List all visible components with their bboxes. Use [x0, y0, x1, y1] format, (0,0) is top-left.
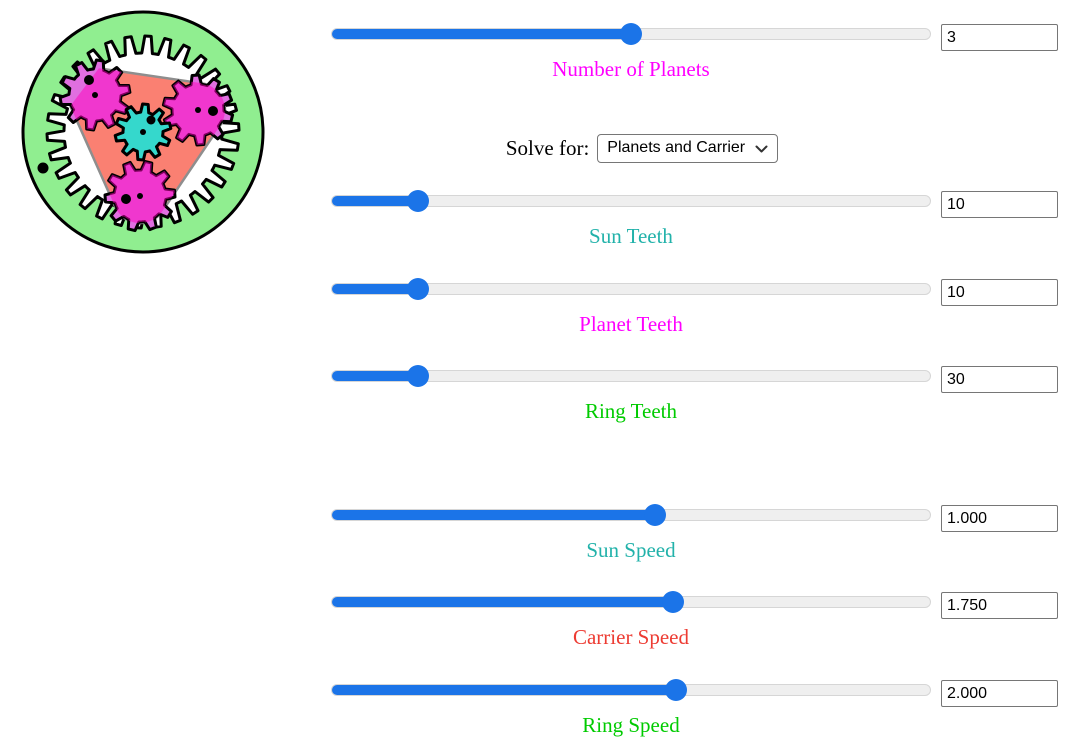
slider-track[interactable]: [331, 509, 931, 521]
slider-fill: [332, 371, 419, 381]
sun-speed-row: Sun Speed: [331, 503, 1061, 573]
solve-for-selected-value: Planets and Carrier: [607, 139, 746, 156]
slider-track[interactable]: [331, 370, 931, 382]
carrier-speed-input[interactable]: [941, 592, 1058, 619]
carrier-speed-slider[interactable]: [331, 590, 931, 614]
slider-fill: [332, 196, 419, 206]
solve-for-label: Solve for:: [505, 135, 590, 160]
ring-teeth-row: Ring Teeth: [331, 364, 1061, 434]
solve-for-row: Solve for: Planets and Carrier: [331, 131, 931, 165]
slider-thumb[interactable]: [620, 23, 642, 45]
sun-speed-label: Sun Speed: [586, 538, 676, 562]
slider-thumb[interactable]: [644, 504, 666, 526]
number-of-planets-slider[interactable]: [331, 22, 931, 46]
slider-fill: [332, 510, 655, 520]
slider-thumb[interactable]: [407, 278, 429, 300]
slider-thumb[interactable]: [407, 190, 429, 212]
slider-track[interactable]: [331, 195, 931, 207]
number-of-planets-row: Number of Planets: [331, 22, 1061, 92]
planet-teeth-input[interactable]: [941, 279, 1058, 306]
sun-teeth-row: Sun Teeth: [331, 189, 1061, 259]
slider-fill: [332, 597, 673, 607]
ring-teeth-input[interactable]: [941, 366, 1058, 393]
ring-speed-label: Ring Speed: [582, 713, 680, 737]
slider-fill: [332, 29, 631, 39]
slider-thumb[interactable]: [662, 591, 684, 613]
sun-teeth-label: Sun Teeth: [589, 224, 673, 248]
sun-speed-slider[interactable]: [331, 503, 931, 527]
slider-fill: [332, 685, 676, 695]
sun-teeth-input[interactable]: [941, 191, 1058, 218]
sun-teeth-slider[interactable]: [331, 189, 931, 213]
planetary-gear-figure: [21, 10, 265, 254]
slider-track[interactable]: [331, 283, 931, 295]
slider-thumb[interactable]: [665, 679, 687, 701]
ring-teeth-slider[interactable]: [331, 364, 931, 388]
ring-speed-row: Ring Speed: [331, 678, 1061, 739]
ring-speed-input[interactable]: [941, 680, 1058, 707]
chevron-down-icon: [755, 145, 768, 154]
planet-teeth-label: Planet Teeth: [579, 312, 683, 336]
slider-thumb[interactable]: [407, 365, 429, 387]
number-of-planets-input[interactable]: [941, 24, 1058, 51]
slider-track[interactable]: [331, 596, 931, 608]
carrier-speed-row: Carrier Speed: [331, 590, 1061, 660]
ring-speed-slider[interactable]: [331, 678, 931, 702]
number-of-planets-label: Number of Planets: [552, 57, 710, 81]
solve-for-select[interactable]: Planets and Carrier: [597, 133, 779, 163]
slider-track[interactable]: [331, 684, 931, 696]
planet-teeth-slider[interactable]: [331, 277, 931, 301]
sun-speed-input[interactable]: [941, 505, 1058, 532]
planet-teeth-row: Planet Teeth: [331, 277, 1061, 347]
carrier-speed-label: Carrier Speed: [572, 625, 690, 649]
ring-teeth-label: Ring Teeth: [584, 399, 678, 423]
slider-fill: [332, 284, 419, 294]
